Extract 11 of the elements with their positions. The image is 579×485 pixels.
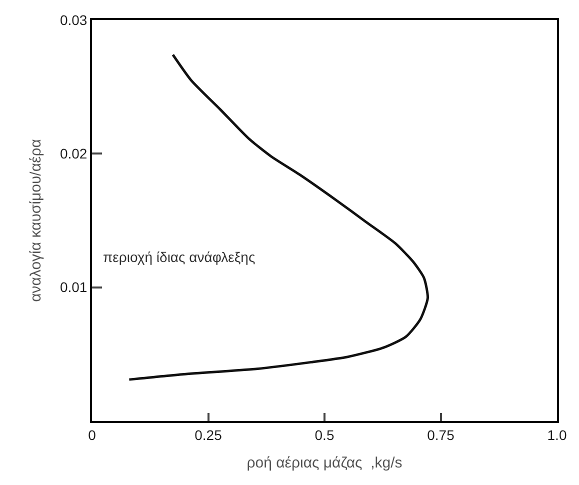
x-axis-title: ροή αέριας μάζας ,kg/s [246, 454, 402, 472]
x-tick-label: 0 [88, 426, 96, 443]
y-axis-title: αναλογία καυσίμου/αέρα [28, 138, 45, 302]
x-tick-label: 1.0 [547, 426, 567, 443]
y-tick-label: 0.03 [60, 12, 88, 28]
x-tick-label: 0.5 [314, 426, 334, 443]
y-tick-label: 0.01 [60, 279, 88, 296]
x-tick-label: 0.75 [427, 426, 455, 443]
annotation: περιοχή ίδιας ανάφλεξης [103, 249, 256, 265]
y-tick-label: 0.02 [60, 146, 88, 162]
x-tick-label: 0.25 [194, 426, 222, 443]
